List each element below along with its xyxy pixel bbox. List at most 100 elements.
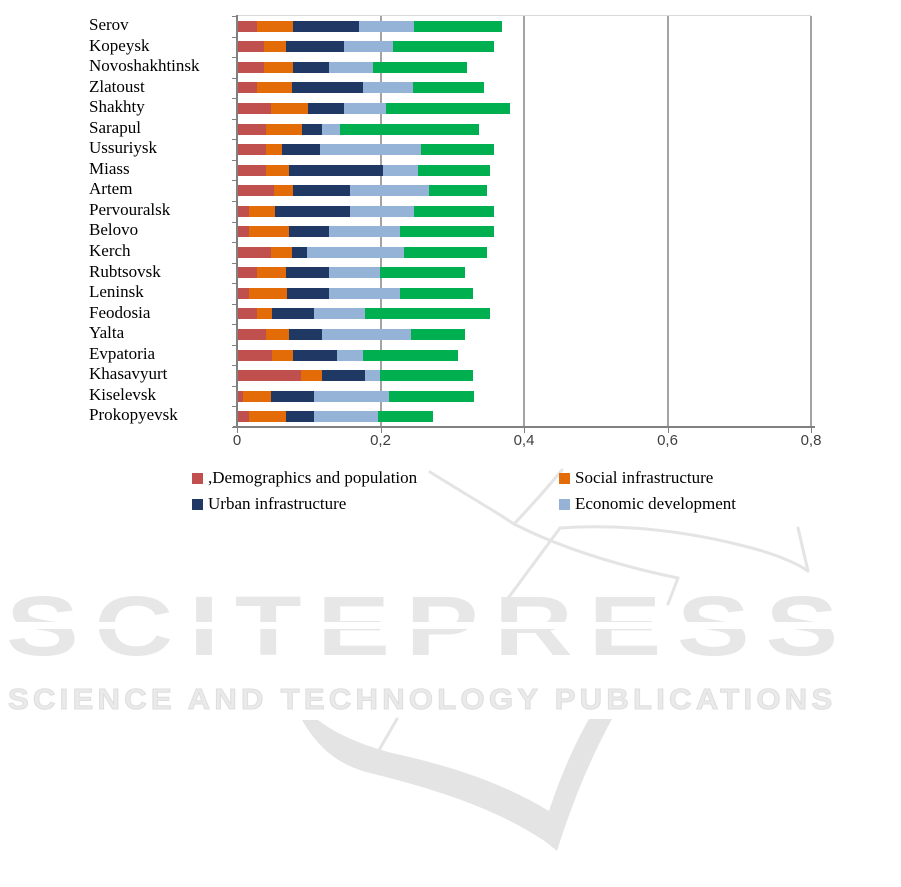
category-label: Novoshakhtinsk [89, 56, 200, 76]
category-label: Kopeysk [89, 35, 150, 55]
bar-segment [237, 102, 271, 114]
bar-segment [328, 226, 400, 238]
y-axis-tick [232, 283, 237, 285]
bar-segment [272, 308, 314, 320]
y-axis-tick [232, 303, 237, 305]
bar-segment [420, 144, 494, 156]
bar-segment [288, 226, 329, 238]
x-grid-line [810, 16, 812, 427]
bar-row [237, 287, 474, 299]
category-label: Evpatoria [89, 343, 156, 363]
watermark-wordmark-stencil-cut [0, 622, 901, 629]
bar-segment [287, 287, 329, 299]
bar-segment [300, 370, 322, 382]
bar-segment [257, 267, 286, 279]
bar-row [237, 185, 487, 197]
bar-segment [393, 41, 494, 53]
bar-segment [237, 82, 258, 94]
x-axis-tick [380, 428, 382, 433]
bar-row [237, 246, 487, 258]
bar-segment [414, 20, 502, 32]
bar-segment [292, 61, 329, 73]
legend-swatch-social [559, 472, 570, 484]
bar-segment [264, 41, 286, 53]
bar-segment [411, 329, 466, 341]
bar-row [237, 390, 475, 402]
category-label: Shakhty [89, 97, 145, 117]
x-grid-line [379, 16, 382, 427]
bar-segment [285, 41, 344, 53]
watermark-swoosh [302, 719, 612, 851]
bar-segment [237, 267, 258, 279]
category-label: Prokopyevsk [89, 405, 178, 425]
category-label: Leninsk [89, 282, 144, 302]
bar-segment [264, 61, 293, 73]
x-tick-label: 0,8 [800, 432, 822, 449]
y-axis-tick [232, 344, 237, 346]
bar-segment [237, 144, 266, 156]
bar-segment [282, 144, 321, 156]
legend-item-social: Social infrastructure [559, 469, 713, 487]
bar-segment [328, 287, 400, 299]
bar-segment [417, 164, 490, 176]
category-label: Kerch [89, 241, 131, 261]
category-label: Zlatoust [89, 76, 145, 96]
bar-row [237, 164, 490, 176]
bar-segment [237, 370, 301, 382]
x-axis-tick [667, 428, 669, 433]
category-label: Kiselevsk [89, 384, 157, 404]
bar-segment [237, 390, 244, 402]
bar-segment [237, 349, 273, 361]
y-axis-tick [232, 16, 237, 17]
legend-item-urban: Urban infrastructure [192, 495, 346, 513]
bar-segment [306, 246, 405, 258]
bar-segment [336, 349, 364, 361]
y-axis-tick [232, 406, 237, 408]
x-axis-tick [524, 428, 525, 433]
category-label: Pervouralsk [89, 199, 171, 219]
bar-segment [265, 123, 303, 135]
y-axis-tick [232, 180, 237, 182]
bar-row [237, 20, 502, 32]
y-axis-tick [232, 365, 237, 367]
bar-segment [257, 82, 292, 94]
category-label: Serov [89, 15, 129, 34]
legend-label-social: Social infrastructure [575, 468, 714, 487]
bar-segment [378, 411, 433, 423]
bar-segment [414, 205, 494, 217]
bar-segment [379, 370, 474, 382]
bar-row [237, 41, 494, 53]
bar-segment [237, 123, 266, 135]
bar-segment [285, 267, 329, 279]
y-axis-tick [232, 118, 237, 120]
bar-segment [270, 246, 292, 258]
bar-segment [364, 308, 490, 320]
y-axis-tick [232, 159, 237, 161]
bar-segment [343, 102, 387, 114]
bar-segment [237, 226, 250, 238]
bar-segment [237, 411, 250, 423]
bar-segment [404, 246, 487, 258]
bar-segment [249, 226, 289, 238]
legend-label-economic: Economic development [575, 494, 736, 513]
y-axis-tick [232, 36, 237, 38]
bar-row [237, 144, 494, 156]
bar-segment [237, 205, 250, 217]
bar-segment [328, 61, 373, 73]
x-axis-tick [237, 428, 238, 433]
bar-segment [313, 308, 365, 320]
bar-segment [313, 411, 379, 423]
bar-segment [339, 123, 479, 135]
y-axis-tick [232, 242, 237, 244]
bar-segment [379, 267, 466, 279]
bar-segment [291, 246, 307, 258]
bar-segment [270, 390, 314, 402]
bar-segment [237, 185, 274, 197]
category-label: Sarapul [89, 117, 141, 137]
bar-segment [270, 102, 309, 114]
bar-row [237, 205, 494, 217]
bar-segment [364, 370, 380, 382]
